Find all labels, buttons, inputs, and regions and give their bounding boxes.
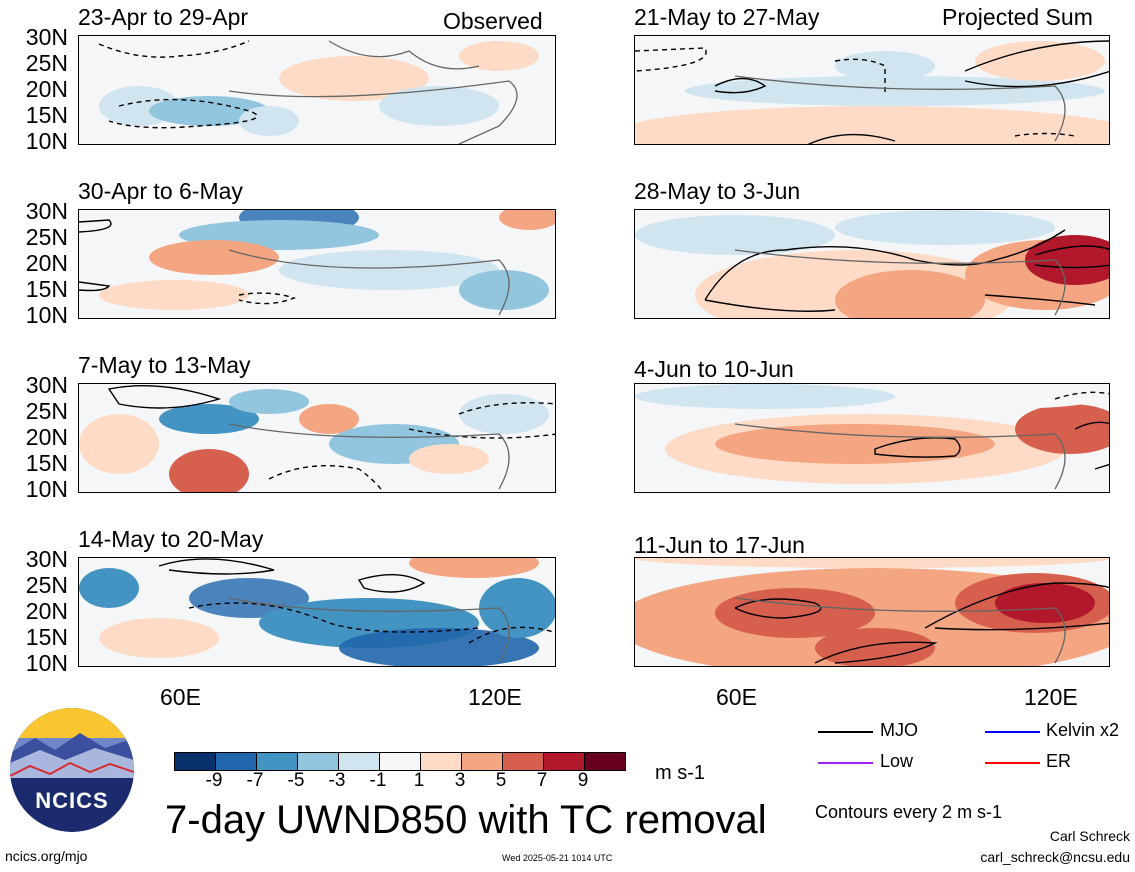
panel-title-1: 23-Apr to 29-Apr <box>78 4 249 30</box>
colorbar-swatch <box>502 752 544 771</box>
contour-lines <box>635 40 1109 144</box>
lat-label: 20N <box>25 598 68 624</box>
map-panel-proj-2 <box>634 209 1110 319</box>
lon-label-120e: 120E <box>468 684 522 710</box>
map-panel-obs-3 <box>78 383 556 493</box>
colorbar-swatch <box>420 752 462 771</box>
panel-title-7: 4-Jun to 10-Jun <box>634 356 794 382</box>
colorbar-tick: -3 <box>328 770 346 791</box>
contour-lines <box>734 582 1109 664</box>
legend-label-mjo: MJO <box>880 720 918 740</box>
colorbar-units: m s-1 <box>655 762 705 784</box>
logo-text: NCICS <box>35 788 109 813</box>
panel-title-4: 14-May to 20-May <box>78 526 264 552</box>
lat-label: 30N <box>25 24 68 50</box>
legend-swatch-mjo <box>818 731 873 733</box>
contour-lines <box>734 391 1109 490</box>
lat-label: 20N <box>25 250 68 276</box>
legend-label-er: ER <box>1046 751 1072 771</box>
colorbar-tick: 5 <box>495 770 507 791</box>
contour-lines <box>158 558 555 664</box>
colorbar-swatch <box>379 752 421 771</box>
lat-label: 10N <box>25 128 68 154</box>
panel-title-3: 7-May to 13-May <box>78 352 251 378</box>
lat-label: 15N <box>25 276 68 302</box>
panel-title-5: 21-May to 27-May <box>634 4 820 30</box>
lat-label: 25N <box>25 224 68 250</box>
colorbar-swatch <box>174 752 216 771</box>
colorbar-swatch <box>338 752 380 771</box>
lat-label: 25N <box>25 572 68 598</box>
lat-label: 25N <box>25 398 68 424</box>
lat-label: 10N <box>25 302 68 328</box>
panel-title-6: 28-May to 3-Jun <box>634 178 801 204</box>
colorbar-tick: 7 <box>536 770 548 791</box>
map-panel-obs-1 <box>78 35 556 145</box>
legend-swatch-kelvin <box>985 731 1040 733</box>
contour-lines <box>704 229 1109 316</box>
contours-note: Contours every 2 m s-1 <box>815 802 1003 822</box>
colorbar-swatch <box>215 752 257 771</box>
panel-title-2: 30-Apr to 6-May <box>78 178 243 204</box>
lat-label: 30N <box>25 546 68 572</box>
contour-lines <box>107 384 555 492</box>
colorbar-tick: -1 <box>369 770 387 791</box>
colorbar-swatch <box>256 752 298 771</box>
colorbar-tick: 9 <box>577 770 589 791</box>
legend-swatch-low <box>818 762 873 764</box>
map-panel-proj-4 <box>634 557 1110 667</box>
colorbar-tick: -7 <box>246 770 264 791</box>
lon-label-60e: 60E <box>716 684 757 710</box>
main-title: 7-day UWND850 with TC removal <box>165 798 767 842</box>
lat-label: 20N <box>25 76 68 102</box>
lon-label-60e: 60E <box>160 684 201 710</box>
lat-label: 10N <box>25 650 68 676</box>
mountain-icon <box>10 733 134 778</box>
legend-label-kelvin: Kelvin x2 <box>1046 720 1120 740</box>
lon-label-120e: 120E <box>1024 684 1078 710</box>
footer-email[interactable]: carl_schreck@ncsu.edu <box>980 849 1130 865</box>
projected-label: Projected Sum <box>942 4 1093 30</box>
ncics-logo: NCICS <box>10 708 134 832</box>
panel-title-8: 11-Jun to 17-Jun <box>634 532 805 558</box>
map-panel-proj-3 <box>634 383 1110 493</box>
colorbar-swatch <box>543 752 585 771</box>
map-panel-obs-2 <box>78 209 556 319</box>
colorbar-tick: -5 <box>287 770 305 791</box>
lat-label: 15N <box>25 102 68 128</box>
legend-swatch-er <box>985 762 1040 764</box>
colorbar-tick: -9 <box>205 770 223 791</box>
map-panel-proj-1 <box>634 35 1110 145</box>
contour-lines <box>98 40 518 144</box>
lat-label: 10N <box>25 476 68 502</box>
lat-label: 15N <box>25 450 68 476</box>
lat-label: 15N <box>25 624 68 650</box>
legend-label-low: Low <box>880 751 914 771</box>
colorbar-swatch <box>461 752 503 771</box>
lat-label: 30N <box>25 198 68 224</box>
footer-author: Carl Schreck <box>1049 828 1130 844</box>
map-panel-obs-4 <box>78 557 556 667</box>
footer-timestamp: Wed 2025-05-21 1014 UTC <box>502 853 613 863</box>
lat-label: 30N <box>25 372 68 398</box>
colorbar-tick: 3 <box>454 770 466 791</box>
colorbar-tick: 1 <box>413 770 425 791</box>
lat-label: 20N <box>25 424 68 450</box>
contour-lines <box>79 219 510 316</box>
colorbar-swatch <box>297 752 339 771</box>
lat-label: 25N <box>25 50 68 76</box>
observed-label: Observed <box>443 8 543 34</box>
colorbar-swatch <box>584 752 626 771</box>
footer-url[interactable]: ncics.org/mjo <box>5 848 88 864</box>
